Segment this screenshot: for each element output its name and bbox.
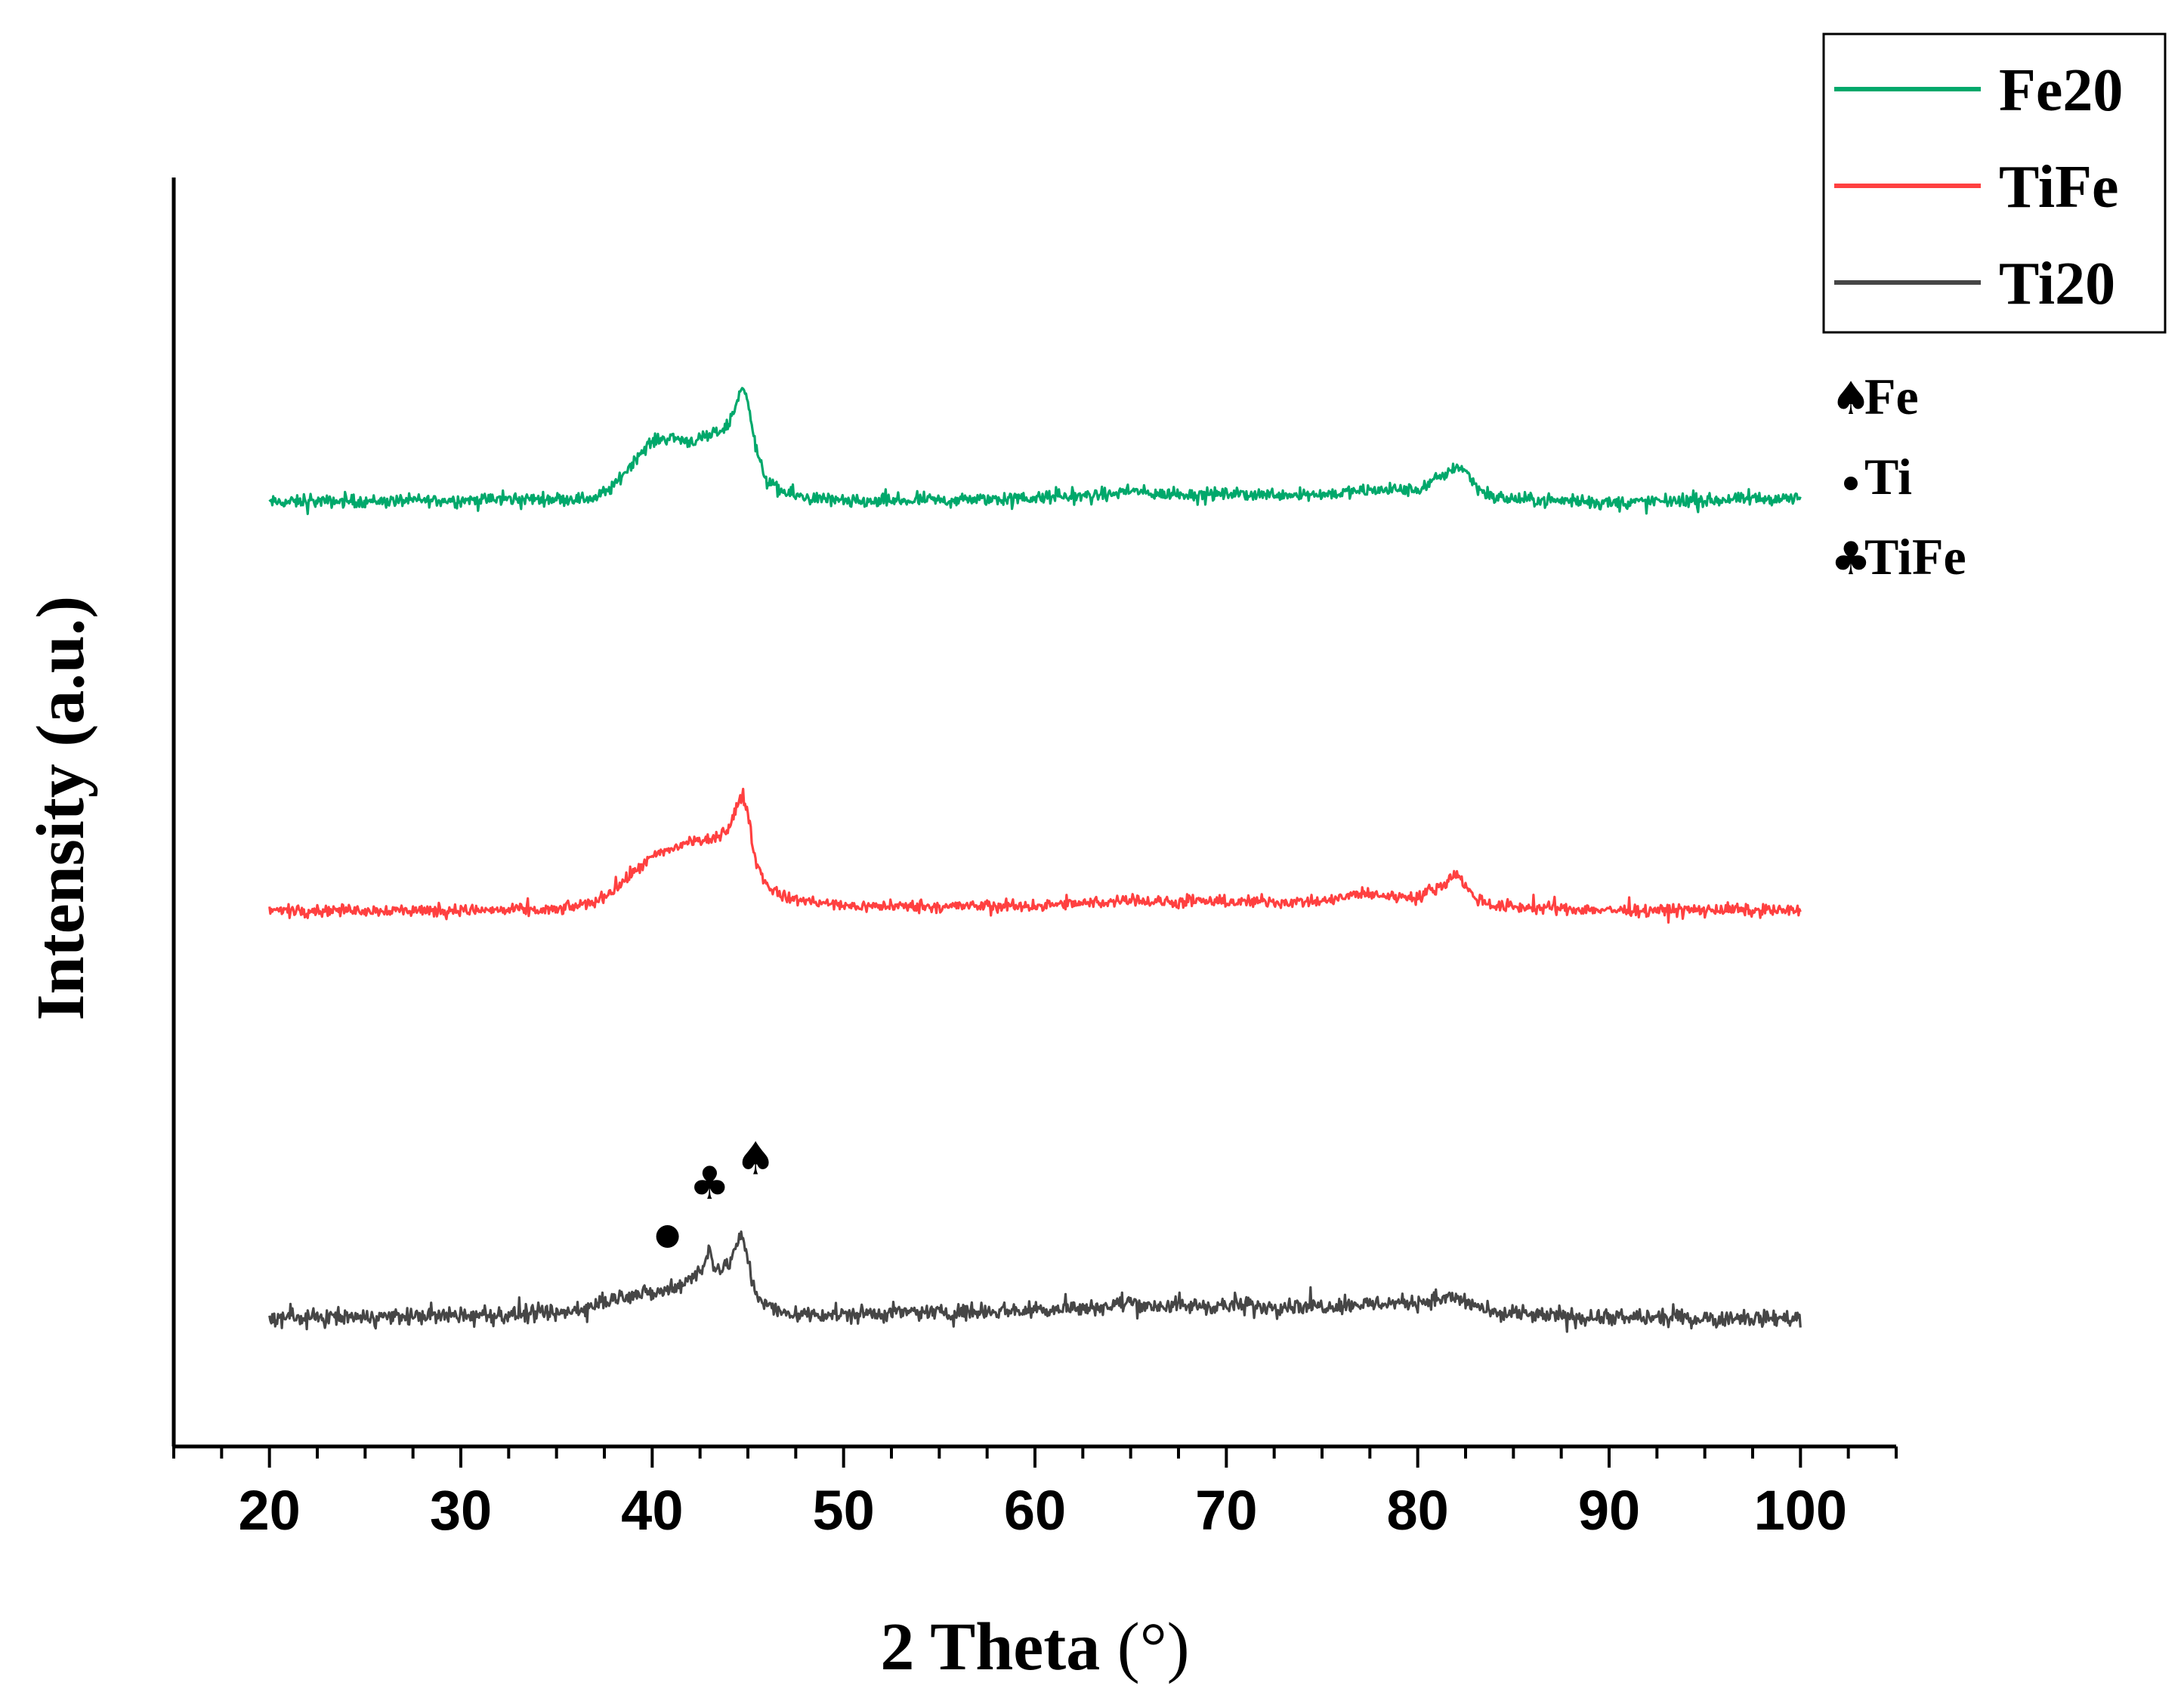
legend-label-tife: TiFe [1999, 154, 2119, 221]
peak-marker-fe: ♠ [735, 1132, 776, 1185]
trace-ti20 [268, 1230, 1802, 1333]
marker-key-symbol-fe: ♠ [1830, 372, 1871, 425]
x-tick-label: 90 [1578, 1479, 1640, 1542]
x-tick-label: 60 [1004, 1479, 1066, 1542]
peak-markers: ♣ ♠ [656, 1132, 776, 1248]
marker-key-label-tife: TiFe [1864, 528, 1966, 585]
y-axis-title: Intensity (a.u.) [23, 596, 98, 1021]
legend: Fe20 TiFe Ti20 [1822, 32, 2167, 334]
x-tick-label: 100 [1754, 1479, 1847, 1542]
plot-traces [268, 387, 1802, 1333]
series-tife [268, 787, 1802, 924]
series-ti20 [268, 1230, 1802, 1333]
marker-key-label-fe: Fe [1864, 368, 1919, 425]
legend-label-ti20: Ti20 [1999, 251, 2115, 317]
x-axis-unit: (°) [1117, 1610, 1190, 1684]
peak-marker-ti [656, 1225, 679, 1248]
x-axis-title-text: 2 Theta [880, 1610, 1117, 1684]
series-fe20 [268, 387, 1802, 515]
marker-key-label-ti: Ti [1864, 448, 1912, 505]
marker-key-symbol-ti [1844, 477, 1858, 490]
x-tick-label: 30 [430, 1479, 492, 1542]
trace-fe20 [268, 387, 1802, 515]
legend-label-fe20: Fe20 [1999, 57, 2123, 124]
peak-marker-tife: ♣ [689, 1157, 730, 1210]
x-tick-label: 20 [239, 1479, 301, 1542]
x-tick-label: 40 [621, 1479, 683, 1542]
x-axis-title: 2 Theta (°) [880, 1610, 1189, 1684]
x-tick-label: 70 [1195, 1479, 1257, 1542]
trace-tife [268, 787, 1802, 924]
x-tick-label: 50 [813, 1479, 875, 1542]
marker-key: ♠Fe Ti ♣TiFe [1830, 368, 1966, 585]
x-tick-label: 80 [1387, 1479, 1449, 1542]
marker-key-symbol-tife: ♣ [1830, 533, 1871, 585]
axes: 20 30 40 50 60 70 80 90 100 2 Theta (°) Intensity … [23, 178, 1898, 1684]
